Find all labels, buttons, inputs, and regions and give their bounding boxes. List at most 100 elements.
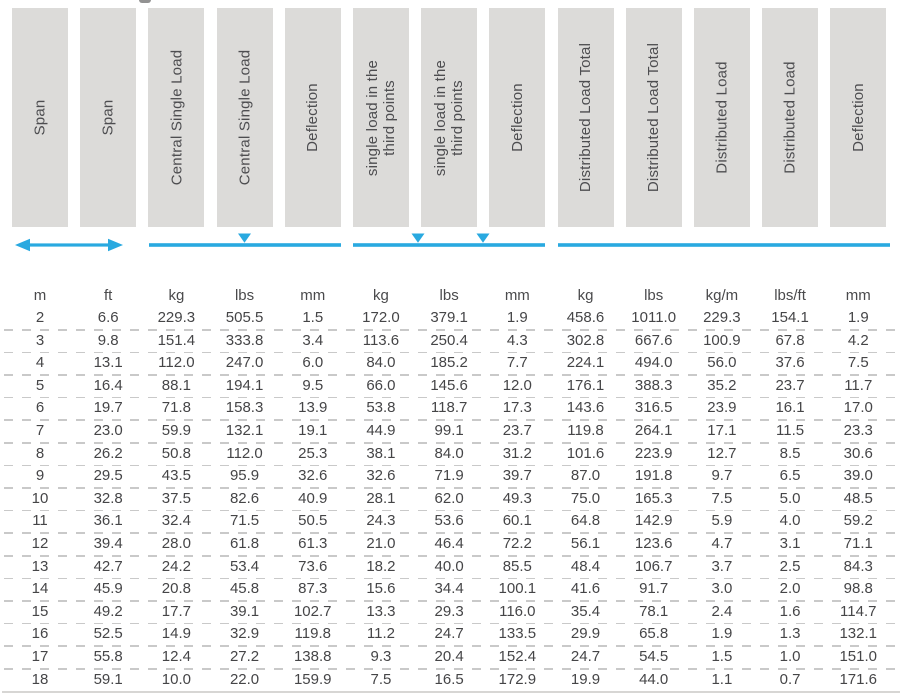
data-cell: 123.6: [634, 534, 673, 552]
data-cell: 21.0: [366, 534, 396, 552]
data-cell: 18: [31, 670, 49, 688]
data-cell: 71.5: [229, 512, 260, 530]
data-cell: 17.0: [843, 399, 873, 417]
data-cell: 25.3: [298, 444, 328, 462]
data-cell: 3: [35, 331, 45, 349]
data-cell: 172.9: [498, 670, 537, 688]
table-row: 15 49.2 17.7 39.1 102.7 13.3 29.3 116.0 35.4 78.1…: [4, 601, 902, 624]
data-cell: 23.9: [707, 399, 737, 417]
column-header-label: Distributed Load: [781, 61, 799, 174]
data-cell: 32.9: [229, 625, 260, 643]
data-cell: 3.0: [711, 580, 733, 598]
data-cell: 59.1: [93, 670, 123, 688]
data-cell: 37.6: [775, 354, 805, 372]
data-cell: 1.3: [779, 625, 801, 643]
data-cell: 667.6: [634, 331, 673, 349]
data-cell: 151.4: [157, 331, 196, 349]
data-cell: 7.7: [506, 354, 528, 372]
data-cell: 5.9: [711, 512, 733, 530]
data-cell: 1.9: [711, 625, 733, 643]
data-cell: 41.6: [570, 580, 601, 598]
data-cell: 4: [35, 354, 45, 372]
data-cell: 16.1: [775, 399, 805, 417]
unit-cell: kg/m: [705, 287, 739, 304]
data-cell: 2.4: [711, 602, 733, 620]
data-cell: 12.7: [707, 444, 737, 462]
data-cell: 114.7: [840, 602, 877, 620]
data-cell: 4.3: [506, 331, 528, 349]
data-cell: 264.1: [634, 421, 673, 439]
data-cell: 78.1: [639, 602, 669, 620]
column-header-5: Deflection: [284, 8, 341, 227]
data-cell: 223.9: [634, 444, 673, 462]
data-cell: 35.4: [570, 602, 601, 620]
data-cell: 54.5: [639, 647, 669, 665]
data-cell: 75.0: [570, 489, 601, 507]
data-cell: 101.6: [566, 444, 605, 462]
column-header-label: Deflection: [508, 83, 526, 152]
data-cell: 143.6: [566, 399, 605, 417]
data-cell: 0.7: [779, 670, 801, 688]
data-cell: 100.9: [703, 331, 741, 349]
data-cell: 23.3: [843, 421, 873, 439]
data-cell: 19.7: [93, 399, 123, 417]
table-row: 8 26.2 50.8 112.0 25.3 38.1 84.0 31.2 101.6 223.9…: [4, 443, 902, 466]
data-cell: 14.9: [161, 625, 191, 643]
span-double-arrow-icon: [15, 238, 123, 252]
data-cell: 32.6: [366, 467, 396, 485]
data-cell: 4.2: [847, 331, 869, 349]
data-cell: 60.1: [502, 512, 532, 530]
data-cell: 8.5: [779, 444, 801, 462]
data-cell: 13.9: [298, 399, 328, 417]
data-cell: 26.2: [93, 444, 123, 462]
data-cell: 7.5: [847, 354, 869, 372]
column-header-label: single load in the third points: [363, 59, 398, 176]
data-cell: 39.7: [502, 467, 532, 485]
data-cell: 12.0: [502, 376, 532, 394]
table-row: 14 45.9 20.8 45.8 87.3 15.6 34.4 100.1 41.6 91.7 3…: [4, 578, 902, 602]
data-cell: 72.2: [502, 534, 532, 552]
data-cell: 1.9: [847, 309, 869, 326]
data-cell: 185.2: [430, 354, 468, 372]
table-row: 3 9.8 151.4 333.8 3.4 113.6 250.4 4.3 302.8 667.6…: [4, 330, 902, 353]
data-cell: 176.1: [566, 376, 605, 394]
data-cell: 112.0: [158, 354, 195, 372]
data-cell: 43.5: [161, 467, 191, 485]
data-cell: 61.3: [298, 534, 328, 552]
table-header-row: Span Span Central Single Load Central Singl…: [12, 8, 902, 227]
table-row: 11 36.1 32.4 71.5 50.5 24.3 53.6 60.1 64.8 142.9 5…: [4, 510, 902, 534]
data-cell: 116.0: [499, 602, 536, 620]
data-cell: 49.3: [502, 489, 532, 507]
distributed-load-beam-line: [558, 243, 890, 247]
data-cell: 10: [31, 489, 49, 507]
data-cell: 119.8: [294, 625, 331, 643]
data-cell: 8: [35, 444, 45, 462]
data-cell: 52.5: [93, 625, 123, 643]
data-cell: 224.1: [566, 354, 605, 372]
data-cell: 53.4: [229, 557, 260, 575]
data-cell: 82.6: [229, 489, 260, 507]
data-cell: 159.9: [293, 670, 332, 688]
data-cell: 32.6: [298, 467, 328, 485]
data-cell: 9.8: [97, 331, 119, 349]
data-cell: 50.5: [298, 512, 328, 530]
table-row: 17 55.8 12.4 27.2 138.8 9.3 20.4 152.4 24.7 54.5 1…: [4, 646, 902, 670]
data-cell: 61.8: [229, 534, 260, 552]
data-cell: 11.7: [844, 376, 873, 394]
data-cell: 17.3: [502, 399, 532, 417]
data-cell: 152.4: [498, 647, 537, 665]
data-cell: 316.5: [634, 399, 673, 417]
column-header-label: Span: [31, 99, 49, 136]
data-cell: 53.6: [434, 512, 464, 530]
data-cell: 24.2: [161, 557, 191, 575]
data-cell: 42.7: [93, 557, 123, 575]
column-header-8: Deflection: [489, 8, 546, 227]
data-cell: 13.3: [366, 602, 396, 620]
table-row: 6 19.7 71.8 158.3 13.9 53.8 118.7 17.3 143.6 316.…: [4, 397, 902, 421]
data-cell: 39.4: [93, 534, 123, 552]
data-cell: 35.2: [707, 376, 737, 394]
column-header-9: Distributed Load Total: [557, 8, 614, 227]
data-cell: 6.0: [302, 354, 324, 372]
data-cell: 30.6: [843, 444, 873, 462]
data-cell: 13: [31, 557, 49, 575]
